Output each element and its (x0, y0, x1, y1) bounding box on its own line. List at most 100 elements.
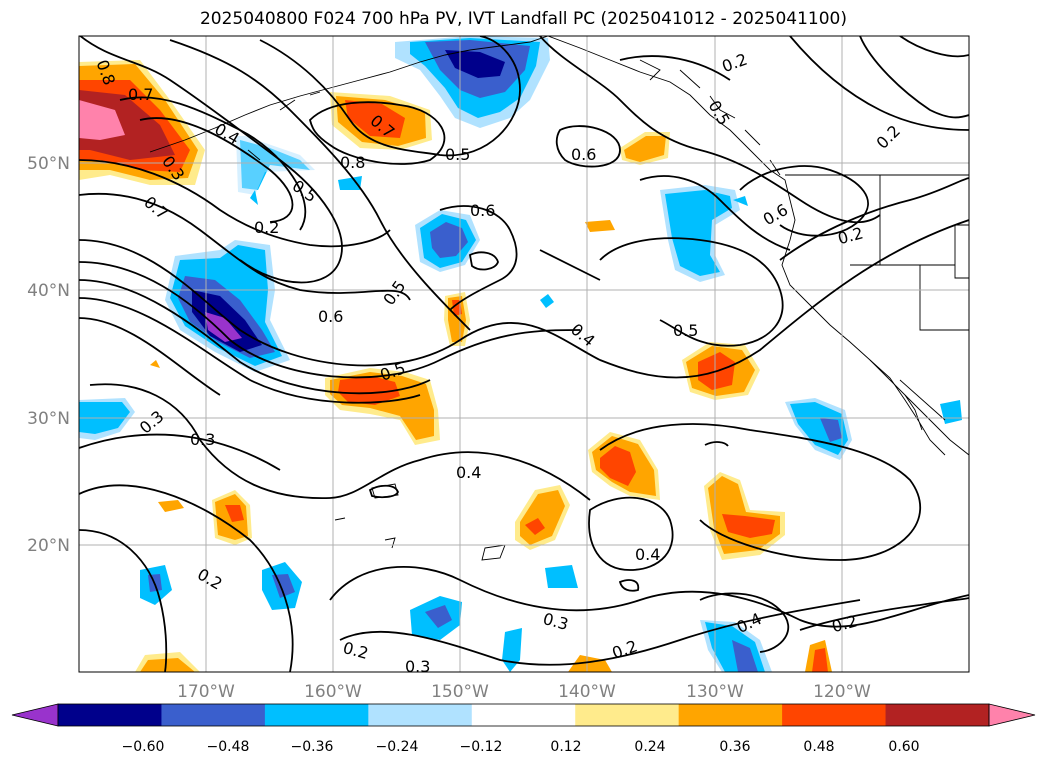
shade-r30-cyan (940, 400, 962, 424)
clabel: 0.7 (140, 192, 172, 223)
contour-15 (79, 192, 411, 301)
colorbar-tick: −0.12 (460, 739, 503, 755)
contour-20 (439, 205, 518, 311)
clabel: 0.6 (470, 201, 495, 220)
clabel: 0.6 (571, 145, 596, 164)
shade-p168-red (225, 505, 244, 522)
gridlines (79, 36, 969, 672)
coast-baja (869, 359, 946, 456)
contour-14 (139, 117, 294, 223)
border-states (850, 175, 969, 421)
clabel: 0.6 (318, 307, 343, 326)
clabel: 0.3 (136, 407, 168, 438)
colorbar-extend-min (11, 703, 59, 727)
clabel: 0.2 (830, 611, 860, 636)
colorbar-segment (471, 704, 576, 726)
lon-label: 170°W (177, 682, 235, 702)
shade-n165-lt (236, 136, 315, 195)
coast-alaska (149, 36, 549, 153)
clabel: 0.3 (405, 657, 430, 676)
colorbar-segment (368, 704, 473, 726)
contour-33 (699, 592, 790, 653)
contour-25 (619, 55, 731, 81)
shade-ns6-b (732, 640, 758, 672)
clabel: 0.2 (194, 564, 226, 593)
contour-27 (859, 36, 969, 119)
colorbar-tick: 0.12 (550, 739, 581, 755)
clabel: 0.6 (760, 200, 792, 229)
lon-label: 130°W (686, 682, 744, 702)
shade-tiny4 (338, 176, 362, 190)
colorbar-tick: 0.60 (888, 739, 919, 755)
lat-labels: 50°N 40°N 30°N 20°N (27, 154, 70, 556)
colorbar-tick: −0.48 (207, 739, 250, 755)
shade-ns3-b (425, 605, 452, 628)
colorbar-tick: −0.60 (122, 739, 165, 755)
colorbar-frame (57, 703, 990, 727)
contour-28 (899, 36, 969, 58)
colorbar-segment (575, 704, 680, 726)
colorbar-segment (58, 704, 162, 726)
contour-8 (79, 484, 294, 672)
map-title: 2025040800 F024 700 hPa PV, IVT Landfall… (199, 9, 847, 29)
contour-13 (119, 96, 307, 231)
shade-p145-orange (520, 490, 565, 545)
shade-p137-red (600, 446, 636, 486)
contour-26 (789, 36, 969, 131)
contour-7 (79, 433, 281, 471)
lon-labels: 170°W 160°W 150°W 140°W 130°W 120°W (177, 682, 871, 702)
lat-label: 40°N (27, 281, 70, 301)
shade-w-purple (205, 312, 242, 342)
shade-p128-red (722, 514, 775, 538)
colorbar (11, 703, 1036, 727)
plot-frame (78, 35, 970, 673)
shade-pb3-r (812, 648, 828, 672)
clabel: 0.3 (541, 609, 571, 634)
clabel: 0.3 (190, 430, 215, 449)
shade-pb1-o (140, 658, 195, 672)
clabel: 0.2 (610, 636, 640, 663)
clabel: 0.5 (673, 321, 698, 340)
contour-30 (739, 165, 869, 237)
contour-3 (79, 279, 431, 395)
contour-1 (79, 219, 969, 379)
coast-aleutian (247, 91, 321, 161)
contour-22 (599, 237, 784, 347)
contour-16 (79, 159, 391, 248)
contour-31 (599, 423, 922, 561)
shade-se-cyan (790, 402, 848, 455)
contour-35 (468, 251, 499, 271)
shade-tiny5 (733, 196, 748, 206)
clabel: 0.5 (445, 145, 470, 164)
colorbar-segment (264, 704, 369, 726)
clabel: 0.8 (340, 153, 365, 172)
clabel: 0.4 (456, 463, 481, 482)
contour-2 (79, 261, 581, 379)
shade-p172-small (158, 500, 184, 512)
lon-label: 150°W (431, 682, 489, 702)
shade-pb2 (568, 655, 612, 672)
lon-label: 140°W (558, 682, 616, 702)
shade-tiny3 (150, 360, 160, 368)
contour-37 (618, 579, 640, 592)
contour-18 (259, 36, 521, 157)
colorbar-segment (678, 704, 783, 726)
contour-38 (704, 441, 729, 447)
lat-label: 20°N (27, 536, 70, 556)
clabel: 0.2 (873, 121, 904, 152)
contour-29 (779, 177, 969, 261)
contour-10 (329, 566, 969, 628)
contour-4 (79, 297, 421, 404)
colorbar-tick: −0.36 (291, 739, 334, 755)
coast-ak-panhandle (547, 36, 969, 456)
contour-labels: 0.7 0.8 0.8 0.7 0.4 0.3 0.5 0.7 0.2 0.5 … (93, 50, 904, 676)
shade-nw-max-pink (79, 100, 125, 140)
shade-p145-red (525, 518, 545, 535)
lon-label: 120°W (813, 682, 871, 702)
colorbar-ticks: −0.60 −0.48 −0.36 −0.24 −0.12 0.12 0.24 … (122, 739, 920, 755)
lon-label: 160°W (304, 682, 362, 702)
contour-24 (539, 36, 881, 224)
islands-hawaii (334, 483, 506, 561)
shade-goa-red (345, 100, 405, 138)
